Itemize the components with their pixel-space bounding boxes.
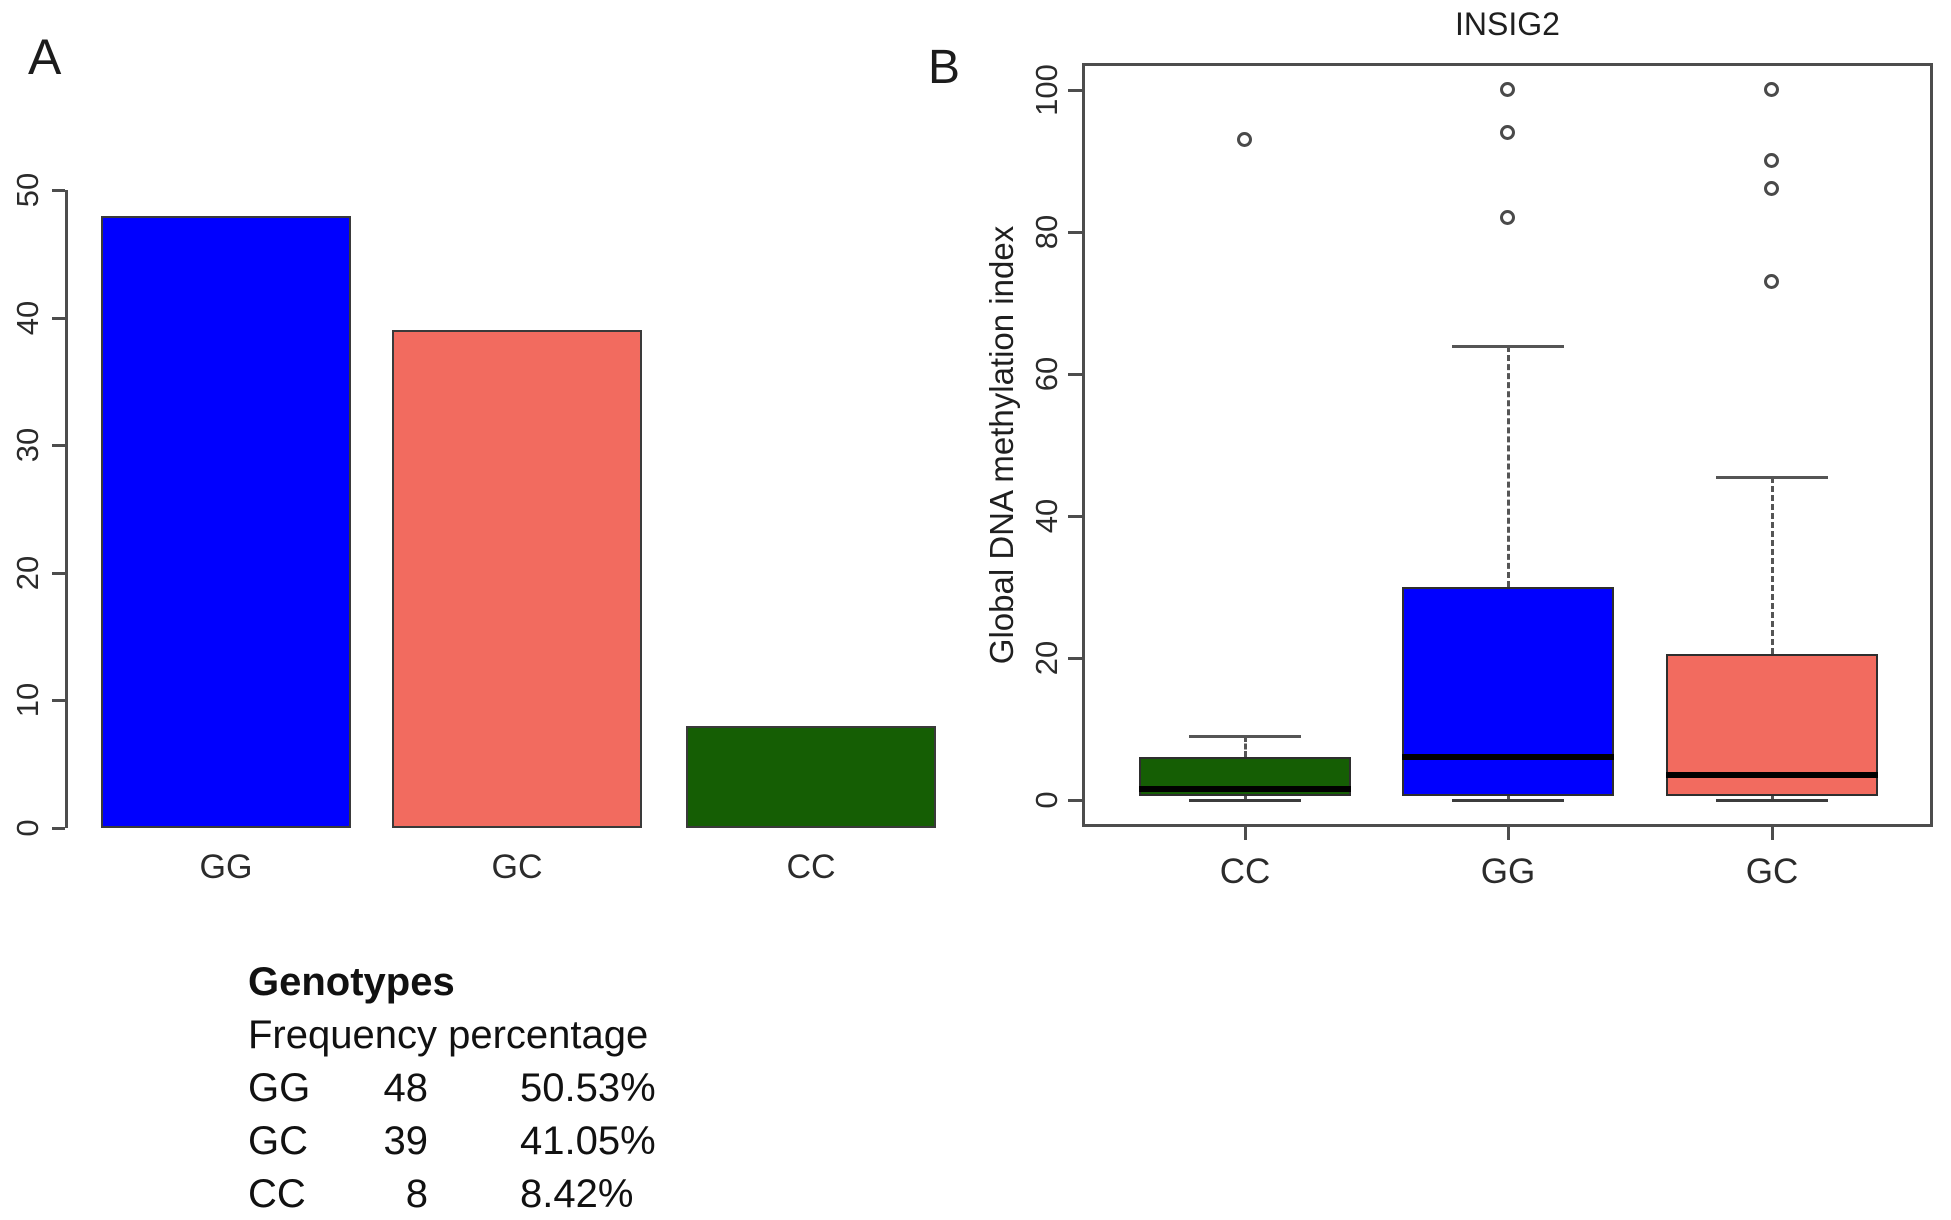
legend-title: Genotypes	[248, 960, 455, 1004]
count-cell: 48	[383, 1066, 429, 1110]
percent-cell: 41.05%	[520, 1119, 656, 1163]
count-cell: 8	[405, 1172, 428, 1216]
y-axis-tick	[1068, 231, 1082, 234]
upper-whisker-line-gc	[1771, 476, 1774, 655]
x-axis-tick	[1771, 827, 1774, 840]
genotype-cell: GC	[248, 1119, 308, 1163]
median-line-gg	[1402, 754, 1614, 761]
median-line-cc	[1139, 786, 1351, 793]
y-axis-tick	[52, 699, 65, 703]
legend-rows: GG 48 50.53% GC 39 41.05% CC 8 8.42%	[248, 1062, 656, 1220]
x-axis-label-gg: GG	[199, 848, 253, 886]
outlier-point-cc	[1237, 131, 1252, 147]
x-axis-label-cc: CC	[1219, 852, 1271, 891]
x-axis-label-cc: CC	[786, 848, 836, 886]
genotype-cell: GG	[248, 1066, 311, 1110]
outlier-point-gg	[1500, 124, 1515, 140]
plot-border	[1082, 63, 1933, 827]
y-axis-tick	[1068, 657, 1082, 660]
genotype-frequency-bar-chart: 0 10 20 30 40 50 GG GC CC	[0, 0, 960, 920]
y-axis-tick-label: 0	[1029, 791, 1064, 809]
y-axis-tick-label: 40	[1029, 498, 1064, 534]
percent-cell: 50.53%	[520, 1066, 656, 1110]
bar-gg	[101, 215, 351, 828]
lower-whisker-line-cc	[1244, 796, 1247, 800]
y-axis-line	[65, 190, 68, 828]
outlier-point-gc	[1764, 181, 1779, 197]
y-axis-tick	[1068, 799, 1082, 802]
genotype-frequency-table: Genotypes Frequency percentage GG 48 50.…	[248, 956, 656, 1220]
y-axis-tick-label: 60	[1029, 356, 1064, 392]
y-axis-tick	[1068, 373, 1082, 376]
y-axis-tick	[1068, 515, 1082, 518]
bar-cc	[686, 725, 936, 828]
table-row: GG 48 50.53%	[248, 1062, 656, 1115]
upper-whisker-cap-gc	[1716, 475, 1828, 479]
lower-whisker-cap-cc	[1189, 799, 1301, 802]
lower-whisker-cap-gg	[1452, 799, 1564, 802]
median-line-gc	[1666, 772, 1878, 779]
outlier-point-gg	[1500, 209, 1515, 225]
outlier-point-gc	[1764, 153, 1779, 168]
upper-whisker-cap-gg	[1452, 344, 1564, 348]
lower-whisker-line-gg	[1507, 796, 1510, 800]
upper-whisker-line-gg	[1507, 345, 1510, 587]
y-axis-tick	[52, 189, 65, 192]
table-row: GC 39 41.05%	[248, 1115, 656, 1168]
upper-whisker-cap-cc	[1189, 735, 1301, 739]
y-axis-tick	[52, 571, 65, 575]
count-cell: 39	[383, 1119, 429, 1163]
legend-subtitle: Frequency percentage	[248, 1013, 649, 1057]
genotype-cell: CC	[248, 1172, 306, 1216]
y-axis-tick-label: 80	[1029, 214, 1064, 250]
y-axis-tick	[52, 827, 65, 830]
box-gg	[1402, 587, 1614, 797]
outlier-point-gc	[1764, 273, 1779, 289]
x-axis-tick	[1244, 827, 1247, 840]
table-row: CC 8 8.42%	[248, 1168, 656, 1220]
methylation-boxplot: 0 20 40 60 80 100 CC GG GC	[1029, 63, 1933, 891]
y-axis-tick	[52, 316, 65, 320]
x-axis-tick	[1507, 827, 1510, 840]
y-axis-tick-label: 100	[1029, 64, 1064, 116]
panel-a-label: A	[28, 29, 62, 85]
lower-whisker-cap-gc	[1716, 799, 1828, 802]
boxplot-title: INSIG2	[1455, 6, 1560, 42]
x-axis-label-gc: GC	[1745, 852, 1799, 891]
bar-gc	[392, 330, 642, 828]
lower-whisker-line-gc	[1771, 796, 1774, 800]
upper-whisker-line-cc	[1244, 736, 1247, 758]
x-axis-label-gg: GG	[1480, 852, 1536, 891]
outlier-point-gg	[1500, 82, 1515, 97]
x-axis-label-gc: GC	[491, 848, 543, 886]
percent-cell: 8.42%	[520, 1172, 634, 1216]
panel-b-label: B	[928, 41, 961, 94]
y-axis-tick	[52, 444, 65, 448]
outlier-point-gc	[1764, 82, 1779, 97]
y-axis-tick-label: 20	[1029, 640, 1064, 676]
y-axis-tick	[1068, 89, 1082, 92]
